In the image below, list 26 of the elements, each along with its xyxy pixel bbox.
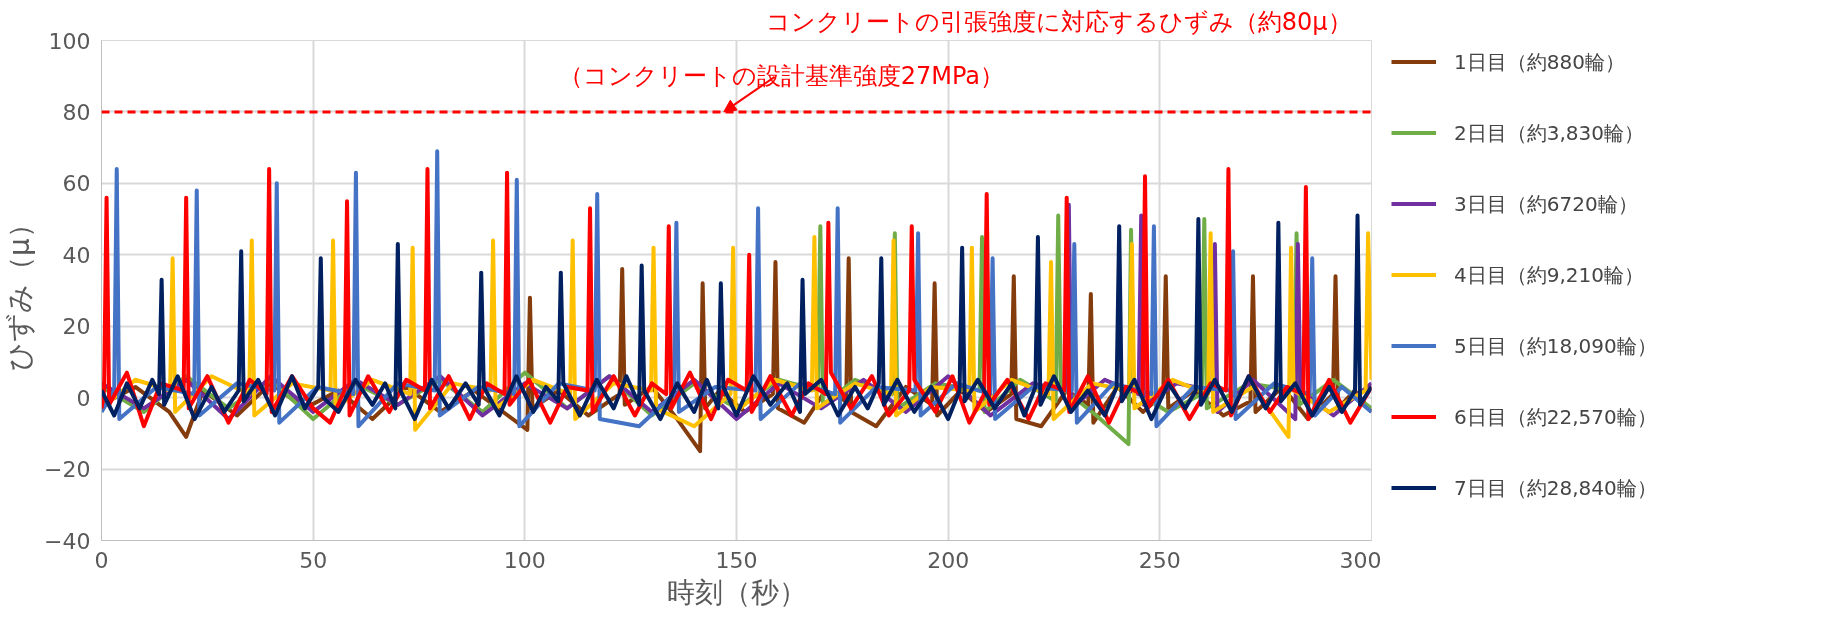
- y-axis-title: ひずみ（μ）: [3, 210, 37, 371]
- legend-label: 3日目（約6720輪）: [1454, 190, 1638, 217]
- y-tick-label: −20: [44, 457, 91, 483]
- y-tick-label: 20: [62, 314, 91, 340]
- y-tick-label: −40: [44, 528, 91, 554]
- legend-label: 6日目（約22,570輪）: [1454, 403, 1657, 430]
- x-tick-label: 250: [1138, 547, 1181, 573]
- y-tick-label: 100: [48, 28, 91, 54]
- x-tick-label: 0: [94, 547, 109, 573]
- x-axis-title: 時刻（秒）: [666, 575, 807, 609]
- legend-label: 2日目（約3,830輪）: [1454, 119, 1644, 146]
- x-tick-label: 150: [715, 547, 758, 573]
- legend-label: 5日目（約18,090輪）: [1454, 332, 1657, 359]
- y-tick-label: 0: [76, 385, 91, 411]
- legend-label: 1日目（約880輪）: [1454, 48, 1625, 75]
- annotation: （コンクリートの設計基準強度27MPa）: [558, 61, 1005, 90]
- ref-line-label: コンクリートの引張強度に対応するひずみ（約80μ）: [765, 7, 1352, 36]
- x-tick-label: 50: [299, 547, 328, 573]
- legend-label: 7日目（約28,840輪）: [1454, 474, 1657, 501]
- y-tick-label: 80: [62, 99, 91, 125]
- x-tick-label: 100: [503, 547, 546, 573]
- legend-label: 4日目（約9,210輪）: [1454, 261, 1644, 288]
- y-tick-label: 40: [62, 242, 91, 268]
- x-tick-label: 300: [1339, 547, 1382, 573]
- y-tick-label: 60: [62, 171, 91, 197]
- x-tick-label: 200: [927, 547, 970, 573]
